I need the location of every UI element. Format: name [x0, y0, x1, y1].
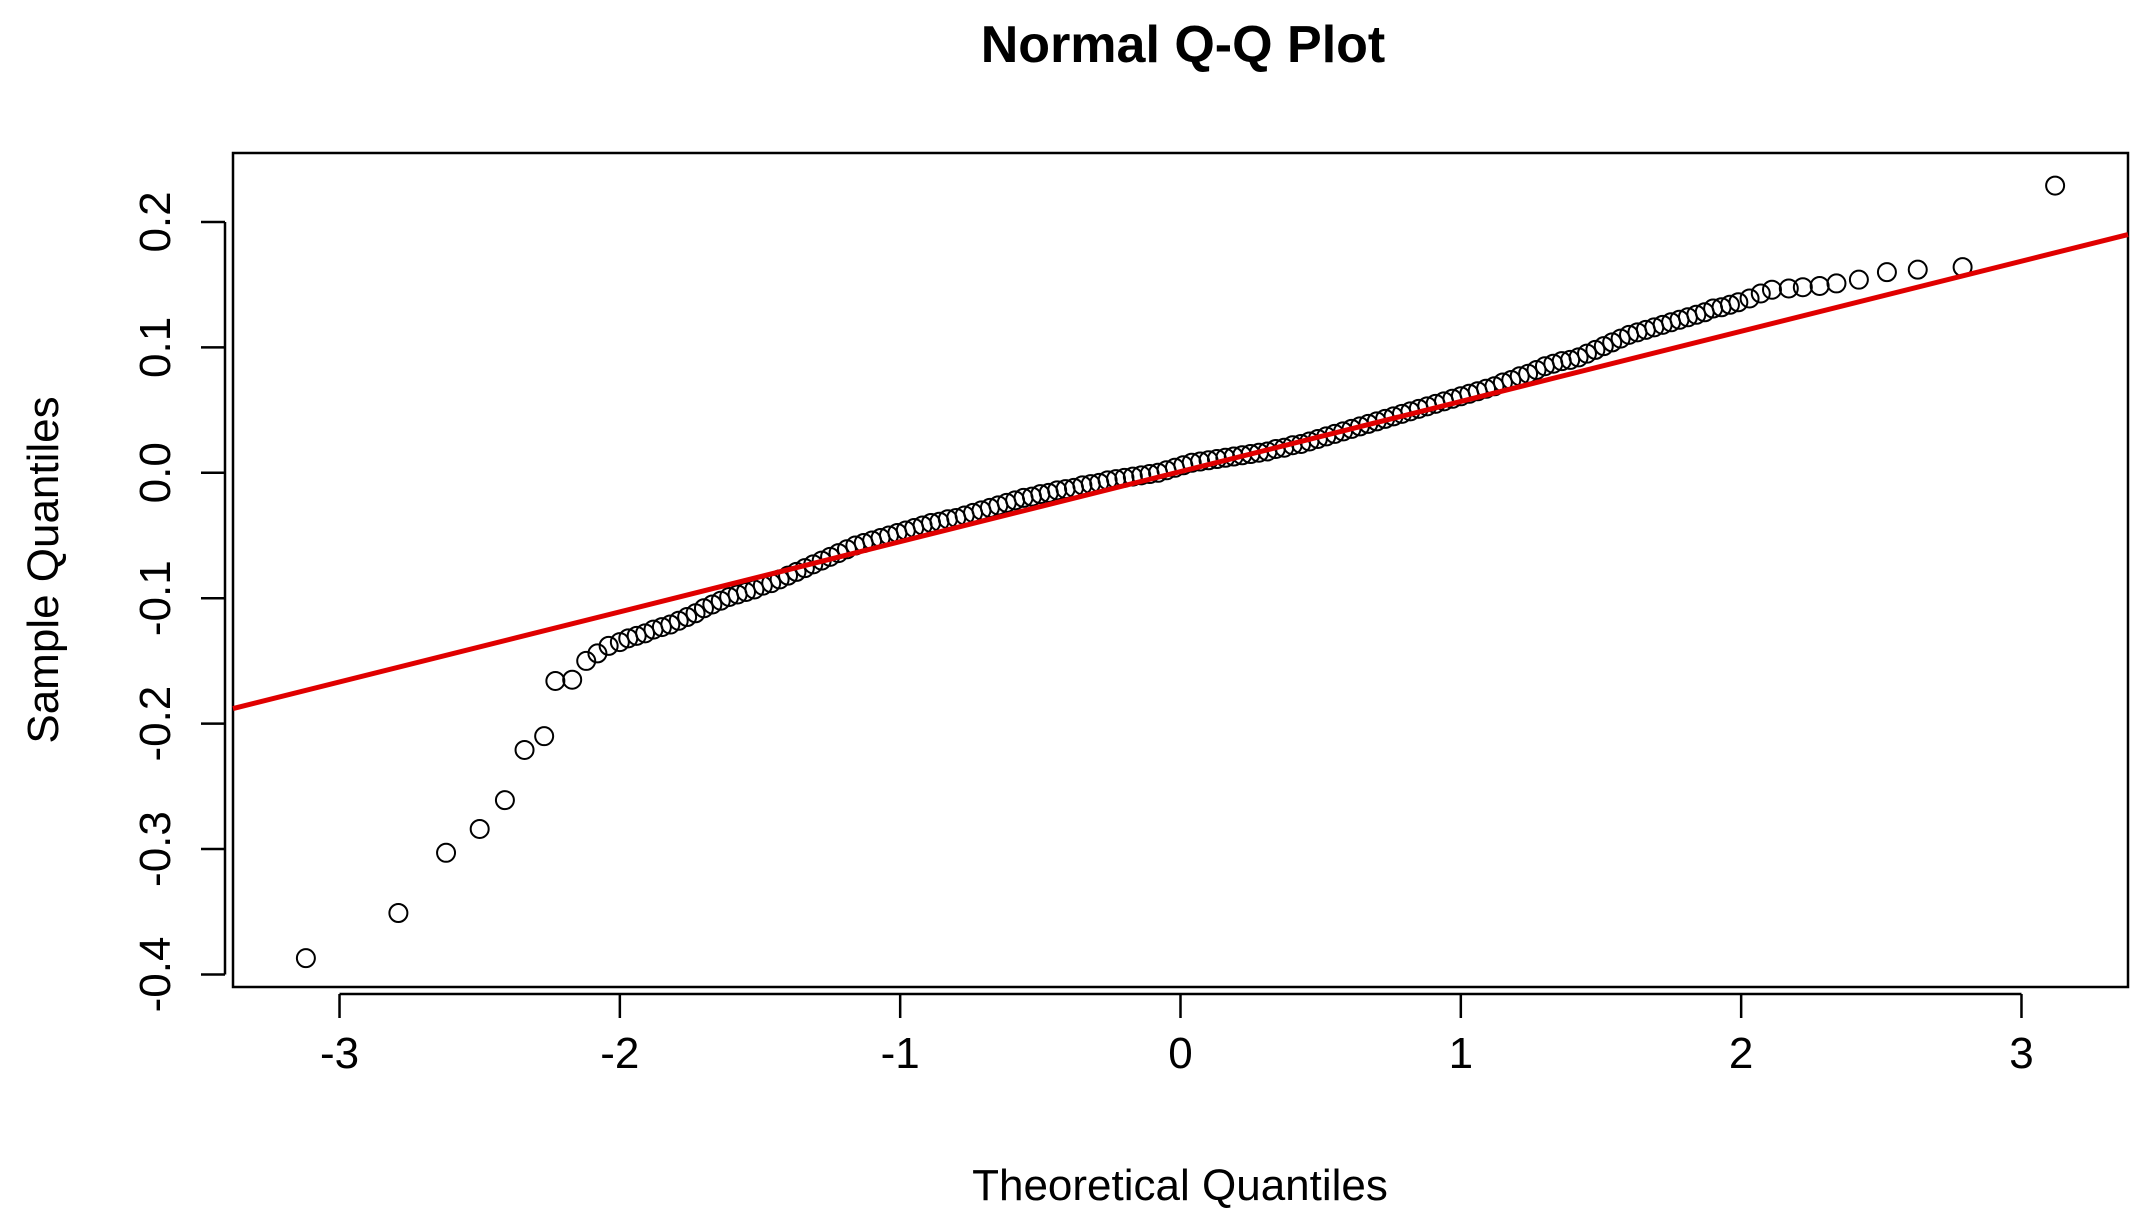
chart-title: Normal Q-Q Plot — [981, 16, 1385, 74]
sample-point — [626, 625, 647, 646]
reference-line-group — [232, 232, 2129, 712]
y-axis-label: Sample Quantiles — [19, 396, 68, 743]
sample-point — [494, 790, 515, 811]
sample-point — [545, 670, 566, 691]
sample-point — [1739, 288, 1760, 309]
sample-point — [388, 903, 409, 924]
sample-point — [2045, 175, 2066, 196]
sample-point — [587, 643, 608, 664]
sample-point — [651, 617, 672, 638]
sample-point — [1792, 277, 1813, 298]
y-tick-label: 0.0 — [131, 442, 180, 503]
sample-point — [1560, 349, 1581, 370]
sample-point — [295, 948, 316, 969]
sample-point — [1761, 279, 1782, 300]
x-tick-label: 0 — [1168, 1029, 1192, 1078]
y-tick-label: 0.1 — [131, 317, 180, 378]
x-axis: -3 -2 -1 0 1 2 3 — [320, 992, 2034, 1078]
sample-point — [1686, 304, 1707, 325]
x-tick-label: -1 — [881, 1029, 920, 1078]
sample-point — [514, 739, 535, 760]
x-axis-label: Theoretical Quantiles — [972, 1161, 1388, 1210]
sample-point — [469, 818, 490, 839]
y-tick-label: -0.1 — [131, 560, 180, 636]
sample-point — [1778, 278, 1799, 299]
sample-point — [598, 635, 619, 656]
sample-point — [1728, 292, 1749, 313]
sample-point — [1876, 262, 1897, 283]
sample-point — [1907, 259, 1928, 280]
x-tick-label: -2 — [600, 1029, 639, 1078]
y-tick-label: -0.3 — [131, 811, 180, 887]
sample-point — [1750, 283, 1771, 304]
sample-point — [534, 726, 555, 747]
x-tick-label: 2 — [1729, 1029, 1753, 1078]
y-tick-label: -0.2 — [131, 686, 180, 762]
y-tick-label: -0.4 — [131, 937, 180, 1013]
sample-point — [576, 650, 597, 671]
sample-point — [1719, 294, 1740, 315]
y-axis: -0.4 -0.3 -0.2 -0.1 0.0 0.1 0.2 — [131, 191, 227, 1013]
sample-point — [735, 581, 756, 602]
sample-point — [1476, 378, 1497, 399]
x-tick-label: -3 — [320, 1029, 359, 1078]
x-tick-label: 1 — [1449, 1029, 1473, 1078]
reference-line — [232, 232, 2129, 712]
x-tick-label: 3 — [2009, 1029, 2033, 1078]
y-tick-label: 0.2 — [131, 191, 180, 252]
plot-frame — [231, 151, 2130, 989]
sample-points — [295, 175, 2066, 969]
sample-point — [1809, 275, 1830, 296]
sample-point — [1848, 269, 1869, 290]
sample-point — [1826, 273, 1847, 294]
sample-point — [562, 669, 583, 690]
sample-point — [436, 842, 457, 863]
